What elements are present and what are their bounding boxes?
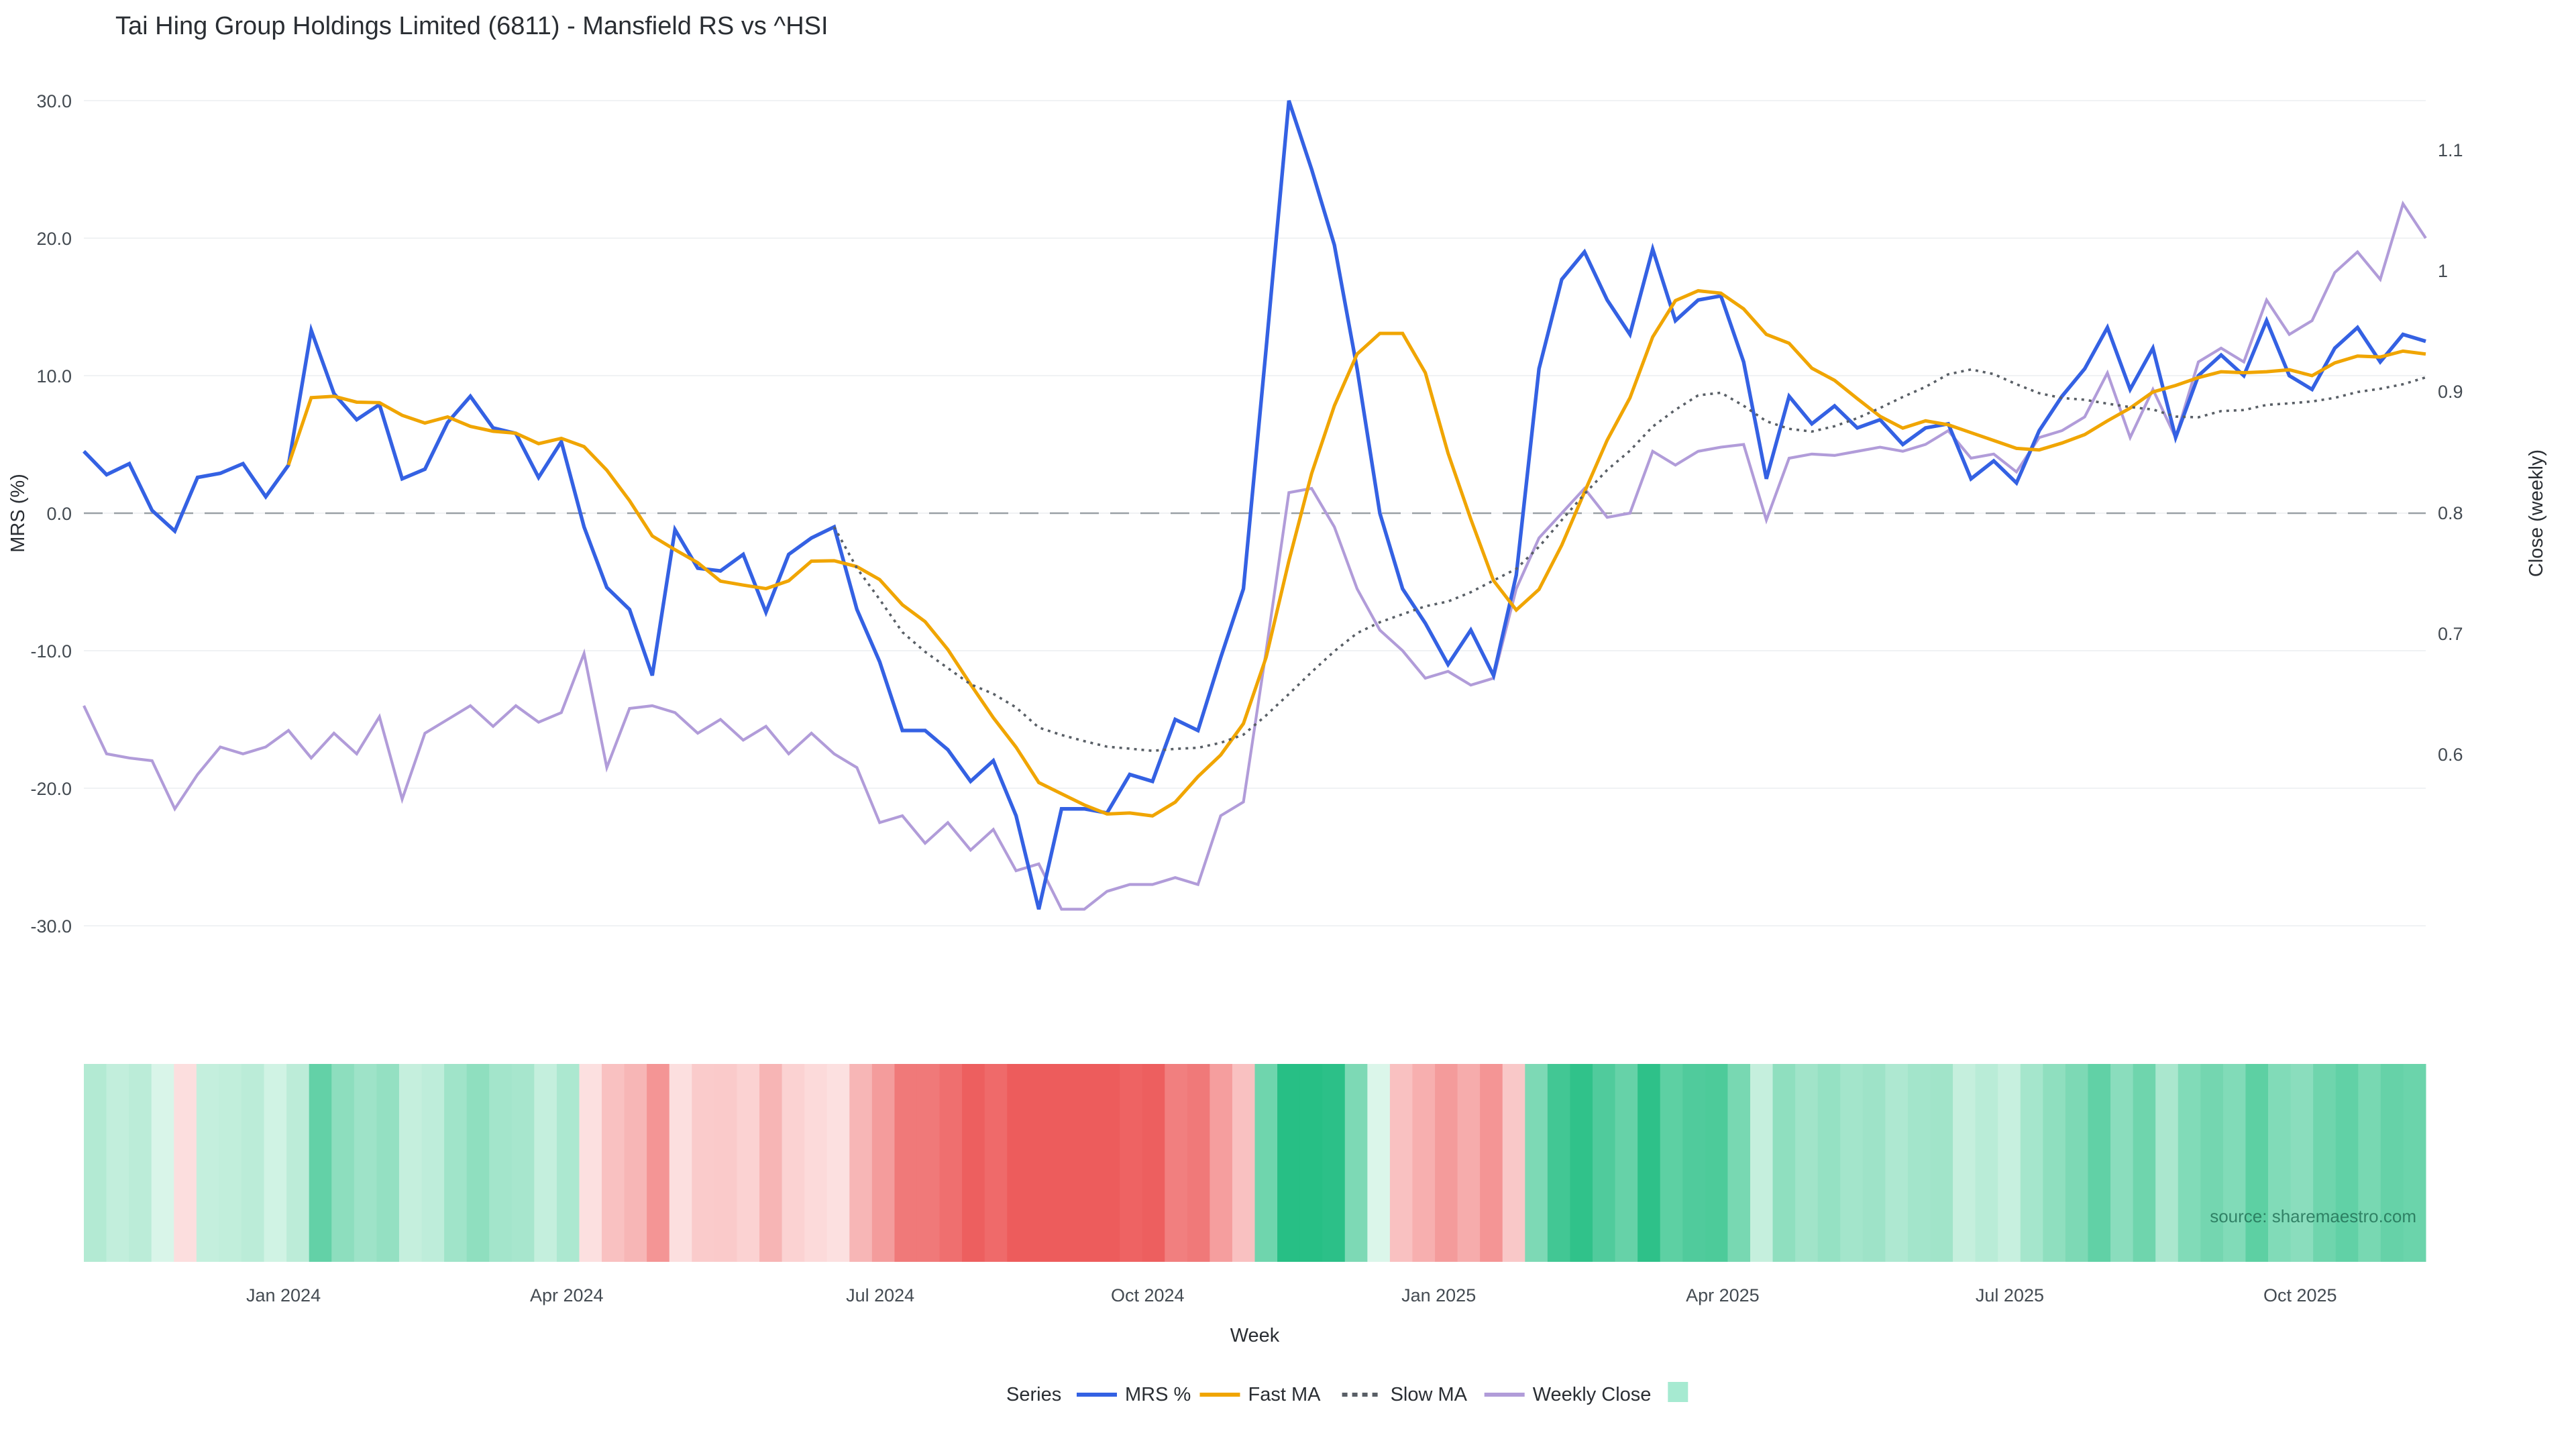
svg-text:10.0: 10.0 <box>36 366 72 386</box>
svg-text:Jan 2024: Jan 2024 <box>246 1285 321 1305</box>
svg-text:Jan 2025: Jan 2025 <box>1401 1285 1476 1305</box>
svg-text:-20.0: -20.0 <box>30 779 72 799</box>
svg-text:0.7: 0.7 <box>2438 624 2463 644</box>
svg-text:Slow MA: Slow MA <box>1391 1384 1468 1405</box>
svg-text:Oct 2024: Oct 2024 <box>1111 1285 1185 1305</box>
svg-text:0.9: 0.9 <box>2438 382 2463 402</box>
svg-text:1: 1 <box>2438 261 2448 281</box>
svg-text:1.1: 1.1 <box>2438 140 2463 160</box>
svg-text:0.0: 0.0 <box>46 504 72 524</box>
svg-text:0.8: 0.8 <box>2438 503 2463 523</box>
svg-text:Oct 2025: Oct 2025 <box>2263 1285 2337 1305</box>
svg-text:source: sharemaestro.com: source: sharemaestro.com <box>2210 1206 2416 1226</box>
svg-text:MRS %: MRS % <box>1125 1384 1191 1405</box>
svg-text:Series: Series <box>1006 1384 1061 1405</box>
svg-text:-30.0: -30.0 <box>30 916 72 936</box>
svg-text:MRS (%): MRS (%) <box>7 474 29 553</box>
svg-text:Close (weekly): Close (weekly) <box>2526 449 2547 577</box>
svg-text:-10.0: -10.0 <box>30 641 72 661</box>
svg-text:30.0: 30.0 <box>36 91 72 111</box>
svg-text:20.0: 20.0 <box>36 229 72 249</box>
svg-text:Week: Week <box>1230 1325 1280 1346</box>
svg-text:Jul 2024: Jul 2024 <box>846 1285 914 1305</box>
svg-text:Apr 2025: Apr 2025 <box>1686 1285 1760 1305</box>
svg-text:Fast MA: Fast MA <box>1248 1384 1322 1405</box>
svg-text:Apr 2024: Apr 2024 <box>530 1285 604 1305</box>
svg-text:Jul 2025: Jul 2025 <box>1976 1285 2044 1305</box>
svg-text:Weekly Close: Weekly Close <box>1533 1384 1652 1405</box>
svg-text:0.6: 0.6 <box>2438 745 2463 765</box>
